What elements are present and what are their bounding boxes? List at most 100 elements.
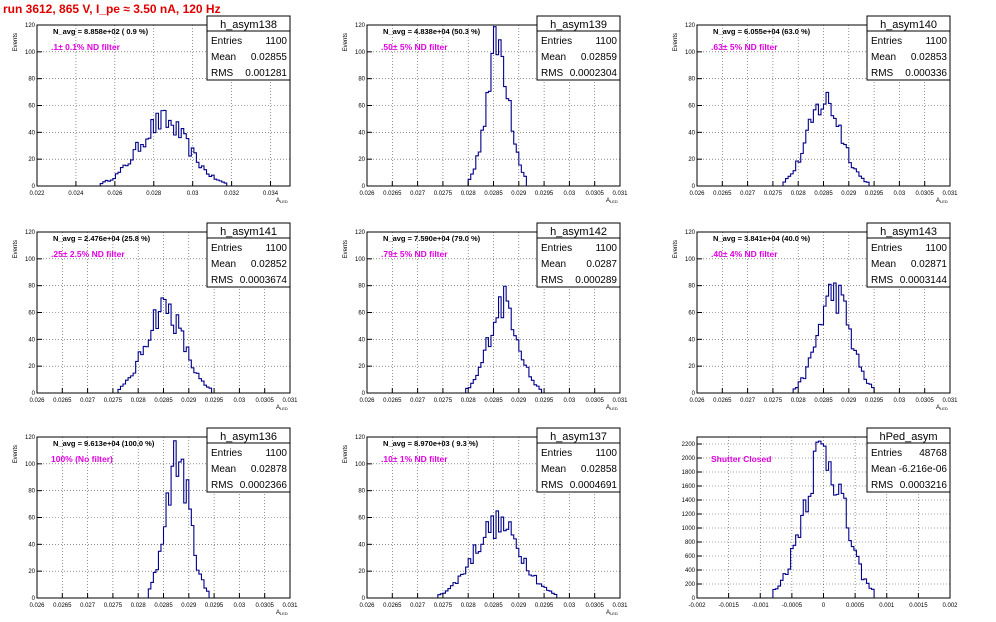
y-tick-label: 2200 bbox=[682, 442, 696, 448]
filter-annotation: 100% (No filter) bbox=[51, 454, 113, 464]
y-tick-label: 0 bbox=[32, 184, 36, 190]
stats-box: h_asym141 Entries 1100 Mean 0.02852 RMS 0.0003… bbox=[206, 222, 291, 288]
stats-value: 0.02852 bbox=[251, 259, 288, 270]
y-tick-label: 100 bbox=[355, 462, 366, 468]
x-tick-label: 0.0305 bbox=[916, 191, 935, 197]
stats-label: Entries bbox=[211, 448, 242, 459]
x-tick-label: 0.029 bbox=[511, 398, 527, 404]
stats-box-frame bbox=[866, 427, 951, 493]
y-tick-label: 40 bbox=[358, 337, 365, 343]
x-tick-label: 0.0295 bbox=[535, 191, 554, 197]
stats-box: h_asym143 Entries 1100 Mean 0.02871 RMS 0.0003… bbox=[866, 222, 951, 288]
stats-value: 0.0003674 bbox=[240, 275, 288, 286]
stats-box: h_asym138 Entries 1100 Mean 0.02855 RMS 0.0012… bbox=[206, 15, 291, 81]
y-tick-label: 100 bbox=[685, 50, 696, 56]
x-tick-label: 0.0295 bbox=[535, 603, 554, 609]
y-tick-label: 100 bbox=[685, 257, 696, 263]
stats-label: Mean bbox=[211, 464, 236, 475]
y-tick-label: 20 bbox=[358, 569, 365, 575]
stats-value: 0.02859 bbox=[581, 52, 618, 63]
stats-value: 0.0002366 bbox=[240, 480, 288, 491]
x-tick-label: 0.0295 bbox=[865, 191, 884, 197]
x-tick-label: 0.027 bbox=[410, 603, 426, 609]
x-tick-label: 0.029 bbox=[841, 191, 857, 197]
x-tick-label: 0.027 bbox=[740, 191, 756, 197]
y-tick-label: 100 bbox=[355, 257, 366, 263]
stats-label: Mean bbox=[541, 52, 566, 63]
y-tick-label: 600 bbox=[685, 554, 696, 560]
x-tick-label: 0.0305 bbox=[586, 191, 605, 197]
page-title: run 3612, 865 V, I_pe ≈ 3.50 nA, 120 Hz bbox=[3, 2, 221, 16]
x-tick-label: 0.026 bbox=[689, 398, 705, 404]
stats-value: 1100 bbox=[595, 448, 617, 459]
x-tick-label: 0.0275 bbox=[764, 191, 783, 197]
x-tick-label: 0.028 bbox=[461, 398, 477, 404]
x-axis-label: ALED bbox=[936, 198, 948, 204]
y-tick-label: 0 bbox=[362, 184, 366, 190]
histogram-name: h_asym139 bbox=[550, 19, 607, 31]
y-tick-label: 100 bbox=[25, 50, 36, 56]
y-axis-label: Events bbox=[13, 240, 19, 258]
stats-value: 1100 bbox=[595, 243, 617, 254]
y-tick-label: 0 bbox=[32, 391, 36, 397]
y-tick-label: 40 bbox=[688, 130, 695, 136]
stats-value: 0.02858 bbox=[581, 464, 618, 475]
stats-value: 0.02871 bbox=[911, 259, 948, 270]
x-tick-label: 0.0295 bbox=[535, 398, 554, 404]
y-tick-label: 80 bbox=[358, 77, 365, 83]
navg-label: N_avg = 6.055e+04 (63.0 %) bbox=[713, 27, 811, 36]
x-tick-label: 0.028 bbox=[461, 191, 477, 197]
x-axis-label: ALED bbox=[606, 405, 618, 411]
panel-h_asym136: 0.026 0.0265 0.027 0.0275 0.028 0.0285 0.029 0.… bbox=[13, 427, 298, 616]
x-axis-label: ALED bbox=[606, 610, 618, 616]
x-tick-label: 0.028 bbox=[791, 398, 807, 404]
x-tick-label: 0.029 bbox=[511, 603, 527, 609]
stats-box-frame bbox=[536, 15, 621, 81]
x-tick-label: 0.027 bbox=[410, 191, 426, 197]
stats-label: RMS bbox=[541, 275, 564, 286]
y-axis-label: Events bbox=[13, 445, 19, 463]
stats-label: RMS bbox=[871, 68, 894, 79]
y-tick-label: 800 bbox=[685, 540, 696, 546]
x-tick-label: 0.028 bbox=[146, 191, 162, 197]
histogram-name: h_asym137 bbox=[550, 431, 607, 443]
panel-h_asym137: 0.026 0.0265 0.027 0.0275 0.028 0.0285 0.029 0.… bbox=[343, 427, 628, 616]
y-tick-label: 120 bbox=[355, 23, 366, 29]
x-tick-label: 0.028 bbox=[131, 603, 147, 609]
y-tick-label: 0 bbox=[32, 596, 36, 602]
stats-value: 0.000336 bbox=[905, 68, 947, 79]
navg-label: N_avg = 4.838e+04 (50.3 %) bbox=[383, 27, 481, 36]
stats-label: Mean bbox=[871, 52, 896, 63]
x-tick-label: 0.031 bbox=[942, 191, 958, 197]
stats-label: Entries bbox=[541, 243, 572, 254]
stats-label: Entries bbox=[871, 448, 902, 459]
y-tick-label: 1600 bbox=[682, 484, 696, 490]
histogram-name: h_asym138 bbox=[220, 19, 277, 31]
navg-label: N_avg = 7.590e+04 (79.0 %) bbox=[383, 234, 481, 243]
y-axis-label: Events bbox=[13, 33, 19, 51]
x-tick-label: 0.0275 bbox=[104, 603, 123, 609]
stats-value: 0.000289 bbox=[575, 275, 617, 286]
y-tick-label: 20 bbox=[358, 364, 365, 370]
x-tick-label: 0.031 bbox=[942, 398, 958, 404]
stats-box: h_asym140 Entries 1100 Mean 0.02853 RMS 0.0003… bbox=[866, 15, 951, 81]
x-tick-label: -0.0005 bbox=[782, 603, 803, 609]
navg-label: N_avg = 2.476e+04 (25.8 %) bbox=[53, 234, 151, 243]
y-axis-label: Events bbox=[673, 33, 679, 51]
histogram-name: hPed_asym bbox=[879, 431, 937, 443]
stats-label: RMS bbox=[871, 275, 894, 286]
stats-box: hPed_asym Entries 48768 Mean -6.216e-06 RMS 0.… bbox=[866, 427, 951, 493]
x-tick-label: 0.001 bbox=[879, 603, 895, 609]
x-tick-label: 0.026 bbox=[359, 603, 375, 609]
navg-label: N_avg = 8.858e+02 ( 0.9 %) bbox=[53, 27, 149, 36]
stats-value: 0.001281 bbox=[245, 68, 287, 79]
x-tick-label: 0.0305 bbox=[256, 603, 275, 609]
y-tick-label: 200 bbox=[685, 582, 696, 588]
stats-value: 0.02855 bbox=[251, 52, 288, 63]
stats-value: 0.0287 bbox=[586, 259, 617, 270]
stats-label: Mean bbox=[871, 259, 896, 270]
x-tick-label: 0.0285 bbox=[814, 191, 833, 197]
x-tick-label: 0.0285 bbox=[154, 398, 173, 404]
x-tick-label: 0.0265 bbox=[383, 603, 402, 609]
